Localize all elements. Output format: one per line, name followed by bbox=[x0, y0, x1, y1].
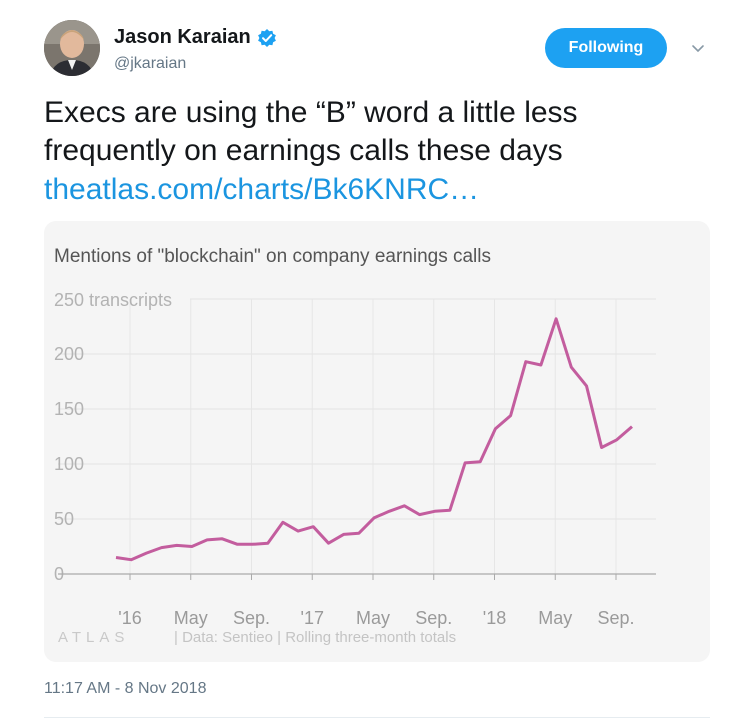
y-tick-label: 100 bbox=[54, 454, 84, 474]
avatar[interactable] bbox=[44, 20, 100, 76]
divider bbox=[44, 717, 710, 718]
author-handle[interactable]: @jkaraian bbox=[114, 55, 187, 72]
tweet-text: Execs are using the “B” word a little le… bbox=[44, 96, 578, 167]
x-axis-ticks: '16 May Sep. '17 May Sep. '18 May Sep. bbox=[118, 574, 635, 628]
author-name[interactable]: Jason Karaian bbox=[114, 26, 251, 48]
x-tick-label: May bbox=[538, 608, 572, 628]
x-tick-label: '16 bbox=[118, 608, 141, 628]
x-tick-label: '18 bbox=[483, 608, 506, 628]
x-tick-label: '17 bbox=[301, 608, 324, 628]
x-tick-label: May bbox=[174, 608, 208, 628]
x-tick-label: Sep. bbox=[415, 608, 452, 628]
x-tick-label: Sep. bbox=[597, 608, 634, 628]
verified-badge-icon bbox=[257, 28, 277, 48]
y-tick-label: 200 bbox=[54, 344, 84, 364]
y-tick-label: 150 bbox=[54, 399, 84, 419]
x-tick-label: May bbox=[356, 608, 390, 628]
atlas-brand-logo: ATLAS bbox=[58, 629, 129, 646]
tweet-timestamp[interactable]: 11:17 AM - 8 Nov 2018 bbox=[44, 680, 207, 697]
author-row: Jason Karaian bbox=[114, 26, 277, 49]
tweet-link[interactable]: theatlas.com/charts/Bk6KNRC… bbox=[44, 173, 480, 206]
blockchain-mentions-line bbox=[115, 317, 633, 562]
following-button[interactable]: Following bbox=[545, 28, 667, 68]
y-unit-label: 250 transcripts bbox=[54, 290, 172, 310]
chevron-down-icon[interactable] bbox=[690, 40, 706, 56]
chart-source-note: | Data: Sentieo | Rolling three-month to… bbox=[174, 629, 456, 646]
x-tick-label: Sep. bbox=[233, 608, 270, 628]
y-tick-label: 50 bbox=[54, 509, 74, 529]
chart-title: Mentions of "blockchain" on company earn… bbox=[54, 246, 491, 267]
